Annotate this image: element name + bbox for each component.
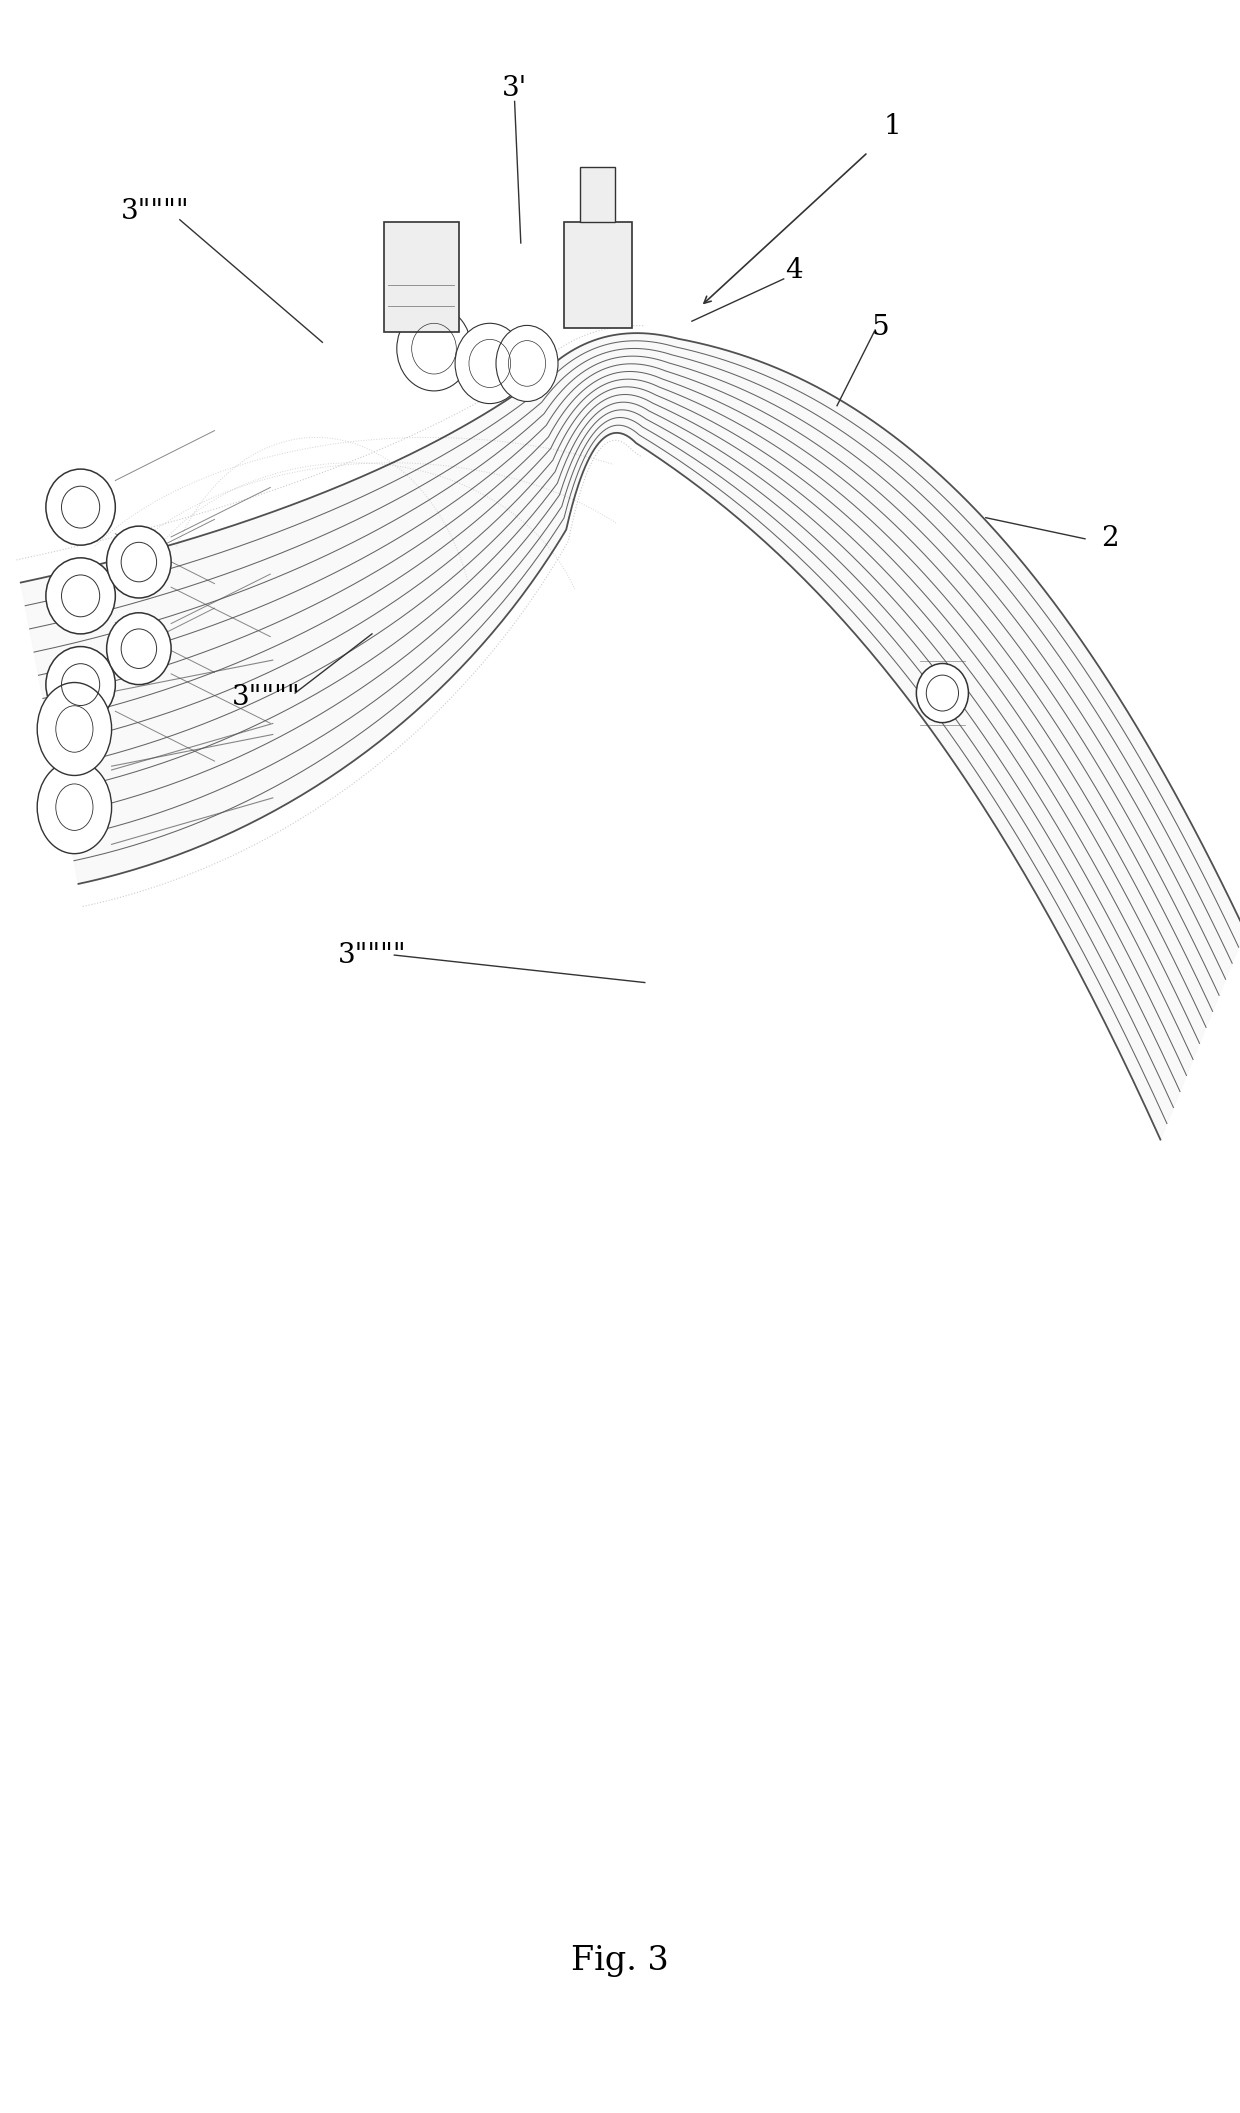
Ellipse shape: [455, 323, 525, 404]
Text: 3"""": 3"""": [337, 942, 407, 968]
Text: Fig. 3: Fig. 3: [572, 1944, 668, 1978]
Text: 1: 1: [884, 114, 901, 139]
Text: 4: 4: [785, 258, 802, 283]
Ellipse shape: [916, 663, 968, 723]
Ellipse shape: [46, 647, 115, 723]
Ellipse shape: [397, 306, 471, 391]
Text: 5: 5: [872, 315, 889, 340]
Ellipse shape: [107, 613, 171, 685]
FancyBboxPatch shape: [580, 167, 615, 222]
Text: 2: 2: [1101, 526, 1118, 551]
Ellipse shape: [496, 325, 558, 401]
Text: 3"""": 3"""": [232, 685, 301, 710]
Ellipse shape: [37, 682, 112, 775]
FancyBboxPatch shape: [564, 222, 632, 328]
Ellipse shape: [46, 558, 115, 634]
Text: 3': 3': [502, 76, 527, 101]
Ellipse shape: [37, 761, 112, 854]
Text: 3"""": 3"""": [120, 199, 190, 224]
Ellipse shape: [46, 469, 115, 545]
Ellipse shape: [107, 526, 171, 598]
Polygon shape: [21, 334, 1240, 1139]
FancyBboxPatch shape: [384, 222, 459, 332]
